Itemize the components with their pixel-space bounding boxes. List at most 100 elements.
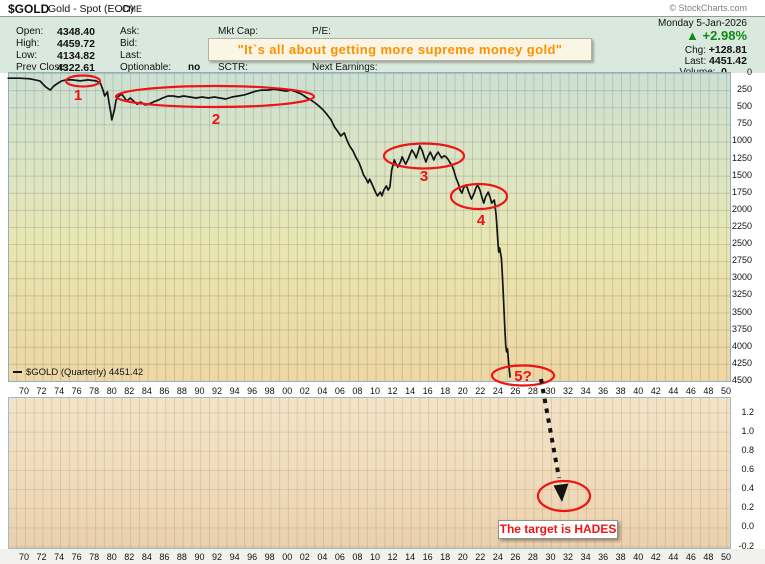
last-row: Last: 4451.42: [684, 55, 747, 67]
price-tick-label: 2250: [731, 221, 752, 232]
x-tick-label: 80: [106, 385, 117, 396]
percent-change: ▲ +2.98%: [686, 28, 747, 43]
x-tick-label: 02: [299, 551, 310, 562]
indicator-tick-label: -0.2: [738, 540, 754, 551]
x-tick-label: 08: [352, 551, 363, 562]
x-tick-label: 92: [212, 551, 223, 562]
price-tick-label: 250: [736, 84, 752, 95]
indicator-tick-label: 0.8: [741, 444, 754, 455]
x-tick-label: 94: [229, 385, 240, 396]
x-tick-label: 50: [720, 551, 731, 562]
volume-value: 0: [721, 66, 727, 78]
x-tick-label: 18: [440, 551, 451, 562]
x-tick-label: 74: [54, 385, 65, 396]
pe-label: P/E:: [312, 26, 331, 37]
price-tick-label: 4250: [731, 357, 752, 368]
security-name: Gold - Spot (EOD): [48, 3, 134, 15]
x-tick-label: 88: [176, 385, 187, 396]
x-tick-label: 96: [247, 551, 258, 562]
price-tick-label: 500: [736, 101, 752, 112]
x-tick-label: 86: [159, 551, 170, 562]
price-tick-label: 1250: [731, 152, 752, 163]
x-tick-label: 82: [124, 551, 135, 562]
target-hades-callout: The target is HADES: [498, 520, 618, 539]
x-tick-label: 28: [527, 385, 538, 396]
sctr-label: SCTR:: [218, 62, 248, 73]
x-tick-label: 04: [317, 385, 328, 396]
price-tick-label: 2750: [731, 255, 752, 266]
x-tick-label: 26: [510, 385, 521, 396]
price-tick-label: 3000: [731, 272, 752, 283]
x-tick-label: 10: [369, 551, 380, 562]
x-tick-label: 26: [510, 551, 521, 562]
up-arrow-icon: ▲: [686, 28, 699, 43]
price-tick-label: 750: [736, 118, 752, 129]
x-tick-label: 00: [282, 551, 293, 562]
price-chart-plot-area[interactable]: [8, 72, 731, 382]
x-tick-label: 04: [317, 551, 328, 562]
legend-line-swatch: [13, 371, 22, 374]
price-tick-label: 3250: [731, 289, 752, 300]
x-tick-label: 84: [141, 385, 152, 396]
price-tick-label: 1000: [731, 135, 752, 146]
x-tick-label: 20: [457, 385, 468, 396]
x-tick-label: 36: [598, 551, 609, 562]
x-tick-label: 22: [475, 551, 486, 562]
x-tick-label: 94: [229, 551, 240, 562]
x-tick-label: 34: [580, 551, 591, 562]
indicator-tick-label: 0.6: [741, 463, 754, 474]
x-tick-label: 16: [422, 551, 433, 562]
mkt-cap-label: Mkt Cap:: [218, 26, 259, 37]
prev-close-label: Prev Close:: [16, 62, 68, 73]
x-tick-label: 14: [405, 551, 416, 562]
x-tick-label: 80: [106, 551, 117, 562]
optionable-value: no: [188, 61, 201, 73]
x-tick-label: 98: [264, 551, 275, 562]
x-axis-strip-top: [0, 383, 765, 397]
price-tick-label: 4500: [731, 375, 752, 386]
low-value: 4134.82: [57, 49, 95, 62]
open-label: Open:: [16, 26, 44, 37]
x-tick-label: 76: [71, 385, 82, 396]
x-tick-label: 78: [89, 385, 100, 396]
last-field-label: Last:: [120, 50, 142, 61]
next-earnings-label: Next Earnings:: [312, 62, 378, 73]
x-tick-label: 72: [36, 385, 47, 396]
x-tick-label: 42: [650, 551, 661, 562]
indicator-tick-label: 1.2: [741, 406, 754, 417]
price-tick-label: 1500: [731, 169, 752, 180]
x-tick-label: 30: [545, 551, 556, 562]
joke-quote-banner: "It`s all about getting more supreme mon…: [208, 38, 592, 61]
prev-close-value: 4322.61: [57, 61, 95, 74]
x-tick-label: 98: [264, 385, 275, 396]
x-axis-strip-bottom: [0, 549, 765, 564]
x-tick-label: 38: [615, 551, 626, 562]
indicator-plot-area[interactable]: [8, 397, 731, 549]
x-tick-label: 32: [563, 551, 574, 562]
x-tick-label: 44: [668, 385, 679, 396]
x-tick-label: 46: [685, 551, 696, 562]
x-tick-label: 02: [299, 385, 310, 396]
x-tick-label: 12: [387, 385, 398, 396]
x-tick-label: 48: [703, 385, 714, 396]
quote-info-panel: Open: 4348.40 High: 4459.72 Low: 4134.82…: [0, 16, 765, 78]
x-tick-label: 18: [440, 385, 451, 396]
ticker-symbol: $GOLD: [8, 2, 50, 16]
x-tick-label: 84: [141, 551, 152, 562]
high-value: 4459.72: [57, 37, 95, 50]
price-tick-label: 0: [746, 67, 752, 77]
x-tick-label: 76: [71, 551, 82, 562]
x-tick-label: 96: [247, 385, 258, 396]
price-tick-label: 4000: [731, 340, 752, 351]
x-tick-label: 24: [492, 385, 503, 396]
x-tick-label: 06: [334, 551, 345, 562]
x-tick-label: 90: [194, 551, 205, 562]
x-tick-label: 08: [352, 385, 363, 396]
price-tick-label: 3500: [731, 306, 752, 317]
copyright-label: © StockCharts.com: [669, 3, 747, 13]
quote-date: Monday 5-Jan-2026: [658, 18, 747, 29]
open-value: 4348.40: [57, 25, 95, 38]
price-tick-label: 1750: [731, 186, 752, 197]
indicator-tick-label: 0.4: [741, 483, 754, 494]
x-tick-label: 00: [282, 385, 293, 396]
